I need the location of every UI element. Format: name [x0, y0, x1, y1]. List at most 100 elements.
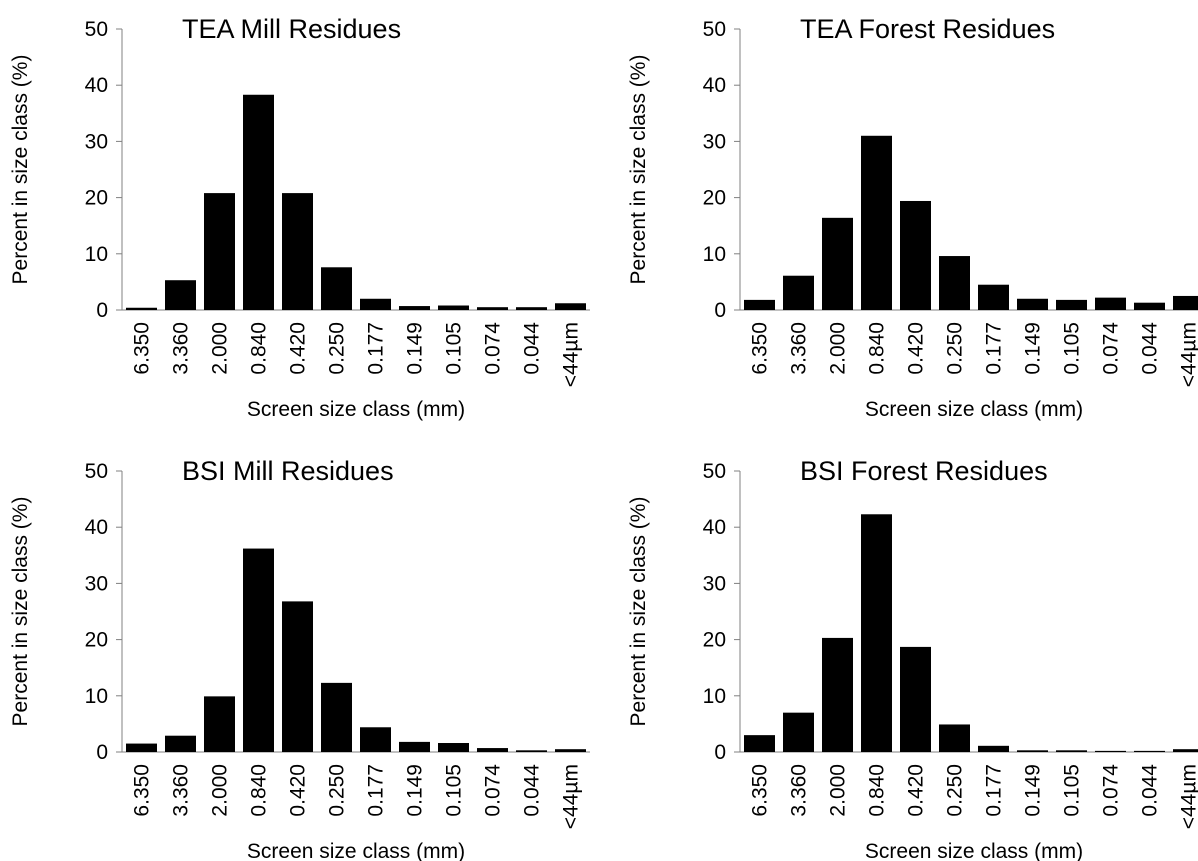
- y-tick-label: 10: [85, 243, 108, 266]
- x-tick-label: <44µm: [1178, 322, 1198, 387]
- x-tick-label: 2.000: [827, 764, 850, 817]
- bar: [939, 724, 970, 752]
- chart-panel: BSI Mill Residues 0 10 20 30 40 50 Percent in s…: [9, 456, 590, 861]
- y-tick-label: 30: [85, 130, 108, 153]
- bar: [1173, 749, 1198, 752]
- x-tick-label: 0.177: [983, 764, 1006, 817]
- x-tick-label: 0.074: [1100, 322, 1123, 375]
- x-tick-label: 0.840: [248, 322, 271, 375]
- y-axis-label: Percent in size class (%): [627, 497, 650, 727]
- x-tick-label: 0.420: [287, 322, 310, 375]
- y-tick-label: 50: [85, 18, 108, 41]
- y-tick-label: 10: [85, 685, 108, 708]
- bar: [939, 256, 970, 310]
- x-tick-label: 6.350: [131, 322, 154, 375]
- bar: [861, 514, 892, 752]
- y-tick-label: 0: [96, 299, 108, 322]
- bar: [321, 267, 352, 310]
- x-tick-label: 0.074: [482, 764, 505, 817]
- x-tick-label: 2.000: [209, 764, 232, 817]
- chart-title: TEA Mill Residues: [182, 14, 401, 44]
- bar: [978, 745, 1009, 752]
- x-tick-label: 0.044: [521, 322, 544, 375]
- bar: [477, 748, 508, 752]
- x-tick-label: 0.250: [326, 322, 349, 375]
- bar: [978, 284, 1009, 310]
- y-axis-label: Percent in size class (%): [9, 497, 32, 727]
- bar: [783, 275, 814, 310]
- x-tick-label: <44µm: [1178, 764, 1198, 829]
- x-tick-label: <44µm: [560, 322, 583, 387]
- bar: [555, 749, 586, 752]
- chart-panel: BSI Forest Residues 0 10 20 30 40 50 Percent in…: [627, 456, 1198, 861]
- chart-title: TEA Forest Residues: [800, 14, 1055, 44]
- x-tick-label: 0.105: [443, 764, 466, 817]
- bar: [399, 741, 430, 752]
- x-tick-label: 0.420: [905, 322, 928, 375]
- bar: [1095, 297, 1126, 310]
- x-tick-label: 0.074: [482, 322, 505, 375]
- y-tick-label: 30: [85, 572, 108, 595]
- bar: [321, 682, 352, 752]
- y-tick-label: 20: [703, 187, 726, 210]
- bar: [165, 735, 196, 752]
- chart-panel: TEA Forest Residues 0 10 20 30 40 50 Percent in…: [627, 14, 1198, 421]
- x-tick-label: 0.149: [1022, 322, 1045, 375]
- bar: [861, 135, 892, 310]
- bar: [900, 646, 931, 752]
- x-tick-label: 0.044: [1139, 764, 1162, 817]
- y-tick-label: 30: [703, 572, 726, 595]
- bar: [1134, 750, 1165, 752]
- y-tick-label: 10: [703, 243, 726, 266]
- x-tick-label: 0.250: [326, 764, 349, 817]
- x-tick-label: 0.074: [1100, 764, 1123, 817]
- chart-title: BSI Mill Residues: [182, 456, 394, 486]
- bar: [1056, 750, 1087, 752]
- chart-title: BSI Forest Residues: [800, 456, 1048, 486]
- bar: [126, 307, 157, 310]
- x-tick-label: 6.350: [749, 322, 772, 375]
- bar: [438, 305, 469, 310]
- bar: [243, 94, 274, 310]
- x-tick-label: 0.105: [1061, 764, 1084, 817]
- y-tick-label: 50: [85, 460, 108, 483]
- bar: [204, 193, 235, 310]
- y-tick-label: 20: [85, 187, 108, 210]
- x-tick-label: 6.350: [749, 764, 772, 817]
- x-tick-label: <44µm: [560, 764, 583, 829]
- x-tick-label: 3.360: [788, 764, 811, 817]
- x-tick-label: 0.105: [1061, 322, 1084, 375]
- bar: [1095, 750, 1126, 752]
- bar: [1017, 298, 1048, 310]
- x-tick-label: 0.420: [287, 764, 310, 817]
- x-tick-label: 0.177: [365, 764, 388, 817]
- x-tick-label: 2.000: [827, 322, 850, 375]
- x-tick-label: 0.149: [1022, 764, 1045, 817]
- bar: [399, 306, 430, 310]
- y-tick-label: 10: [703, 685, 726, 708]
- y-tick-label: 20: [703, 629, 726, 652]
- bar: [282, 601, 313, 752]
- y-tick-label: 40: [85, 516, 108, 539]
- bar: [744, 735, 775, 752]
- y-tick-label: 50: [703, 460, 726, 483]
- y-tick-label: 40: [703, 74, 726, 97]
- bar: [516, 307, 547, 310]
- y-tick-label: 0: [714, 299, 726, 322]
- y-tick-label: 50: [703, 18, 726, 41]
- x-axis-label: Screen size class (mm): [865, 398, 1083, 421]
- bar: [1173, 295, 1198, 310]
- bar: [282, 193, 313, 310]
- y-tick-label: 40: [85, 74, 108, 97]
- y-tick-label: 0: [714, 741, 726, 764]
- x-tick-label: 6.350: [131, 764, 154, 817]
- y-axis-label: Percent in size class (%): [627, 55, 650, 285]
- x-axis-label: Screen size class (mm): [865, 840, 1083, 861]
- y-tick-label: 40: [703, 516, 726, 539]
- y-tick-label: 30: [703, 130, 726, 153]
- x-tick-label: 0.177: [365, 322, 388, 375]
- bar: [126, 743, 157, 752]
- x-tick-label: 0.177: [983, 322, 1006, 375]
- y-tick-label: 0: [96, 741, 108, 764]
- bar: [360, 298, 391, 310]
